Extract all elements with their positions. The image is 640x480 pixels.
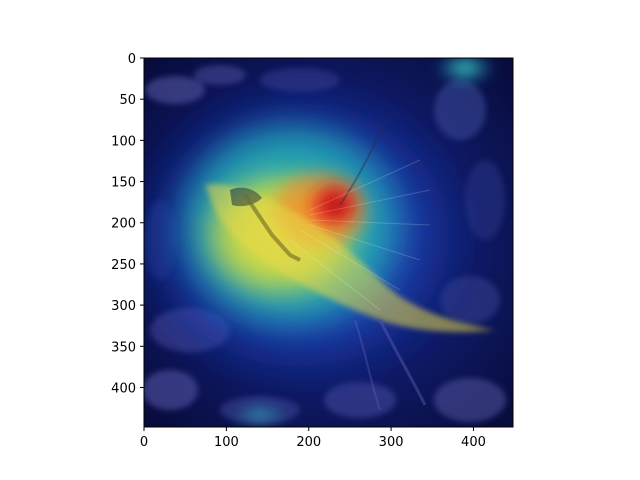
x-tick-label: 100 bbox=[214, 435, 239, 450]
feather-streaks bbox=[289, 159, 431, 311]
y-tick-label: 400 bbox=[111, 381, 136, 396]
x-tick-label: 300 bbox=[379, 435, 404, 450]
y-tick-label: 0 bbox=[128, 52, 136, 67]
y-tick-label: 250 bbox=[111, 258, 136, 273]
heatmap-image bbox=[144, 58, 513, 427]
y-tick-label: 150 bbox=[111, 176, 136, 191]
bird-shape bbox=[205, 119, 495, 411]
y-tick-label: 200 bbox=[111, 217, 136, 232]
y-tick-label: 100 bbox=[111, 134, 136, 149]
y-tick-label: 50 bbox=[119, 93, 136, 108]
y-axis: 0 50 100 150 200 250 300 350 400 bbox=[111, 52, 144, 396]
x-axis: 0 100 200 300 400 bbox=[140, 427, 486, 450]
x-tick-label: 200 bbox=[296, 435, 321, 450]
y-tick-label: 300 bbox=[111, 299, 136, 314]
axes-frame bbox=[143, 57, 514, 428]
y-tick-label: 350 bbox=[111, 340, 136, 355]
x-tick-label: 0 bbox=[140, 435, 148, 450]
x-tick-label: 400 bbox=[461, 435, 486, 450]
